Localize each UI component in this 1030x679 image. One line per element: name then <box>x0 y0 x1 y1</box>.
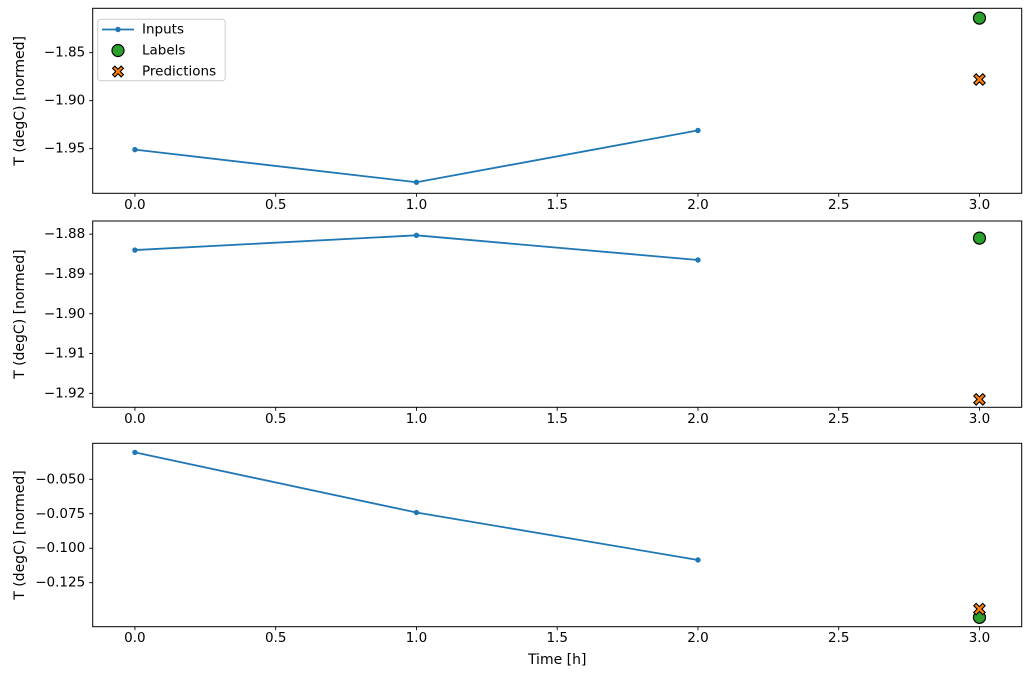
x-tick-label: 2.0 <box>687 197 708 213</box>
x-tick-label: 0.0 <box>124 197 145 213</box>
y-tick-label: −1.88 <box>44 226 85 242</box>
labels-marker <box>972 231 987 245</box>
inputs-marker <box>413 509 420 516</box>
y-tick-label: −1.89 <box>44 266 85 282</box>
x-tick-label: 3.0 <box>969 630 990 646</box>
inputs-marker <box>132 146 138 153</box>
y-tick-label: −1.92 <box>44 385 85 401</box>
legend-label: Inputs <box>142 22 184 38</box>
labels-marker <box>972 11 987 25</box>
x-tick-label: 0.5 <box>265 630 286 646</box>
x-tick-label: 0.0 <box>124 411 145 427</box>
legend-label: Predictions <box>142 64 216 80</box>
y-tick-label: −1.91 <box>44 346 85 362</box>
x-tick-label: 2.5 <box>828 630 849 646</box>
x-tick-label: 1.5 <box>546 411 567 427</box>
predictions-marker <box>972 602 986 616</box>
x-tick-label: 2.0 <box>687 411 708 427</box>
x-tick-label: 1.5 <box>546 197 567 213</box>
x-tick-label: 1.0 <box>406 411 427 427</box>
inputs-marker <box>413 232 420 239</box>
y-tick-label: −0.075 <box>35 506 85 522</box>
subplot-1: 0.0 0.5 1.0 1.5 2.0 2.5 3.0 −1.85 −1.90 −1.95 T (d… <box>12 7 1023 213</box>
subplot-3: 0.0 0.5 1.0 1.5 2.0 2.5 3.0 −0.050 −0.075 −0.100 −… <box>12 442 1023 668</box>
legend-frame <box>97 18 226 82</box>
legend-dot-icon <box>115 26 121 33</box>
x-tick-label: 1.0 <box>406 630 427 646</box>
x-tick-label: 0.5 <box>265 197 286 213</box>
axes-frame <box>92 442 1023 628</box>
y-tick-label: −1.90 <box>44 93 85 109</box>
inputs-marker <box>695 257 701 263</box>
y-axis-label: T (degC) [normed] <box>12 249 28 380</box>
x-tick-label: 2.5 <box>828 411 849 427</box>
legend-x-icon <box>111 65 125 78</box>
legend-label: Labels <box>142 43 185 59</box>
y-tick-label: −1.90 <box>44 306 85 322</box>
predictions-marker <box>972 392 986 406</box>
x-tick-label: 1.5 <box>546 630 567 646</box>
x-tick-label: 3.0 <box>969 197 990 213</box>
y-tick-label: −1.95 <box>44 141 85 157</box>
x-tick-label: 0.0 <box>124 630 145 646</box>
inputs-marker <box>695 557 701 563</box>
y-axis-label: T (degC) [normed] <box>12 36 28 167</box>
x-tick-label: 0.5 <box>265 411 286 427</box>
legend-item-predictions: Predictions <box>111 64 216 80</box>
subplot-2: 0.0 0.5 1.0 1.5 2.0 2.5 3.0 −1.88 −1.89 −1.90 −1.9… <box>12 220 1023 427</box>
inputs-marker <box>413 179 420 185</box>
inputs-marker <box>695 127 701 134</box>
predictions-marker <box>972 73 986 87</box>
axes-frame <box>92 220 1023 408</box>
legend-item-labels: Labels <box>111 43 185 59</box>
y-tick-label: −1.85 <box>44 45 85 61</box>
legend-item-inputs: Inputs <box>102 22 184 38</box>
x-tick-label: 2.0 <box>687 630 708 646</box>
inputs-marker <box>132 449 138 456</box>
y-tick-label: −0.050 <box>35 471 85 487</box>
x-axis-label: Time [h] <box>527 652 587 668</box>
axes-frame <box>92 7 1023 194</box>
y-axis-label: T (degC) [normed] <box>12 470 28 601</box>
legend: Inputs Labels Predictions <box>97 18 226 82</box>
y-tick-label: −0.100 <box>35 540 85 556</box>
legend-circle-icon <box>111 43 125 58</box>
x-tick-label: 3.0 <box>969 411 990 427</box>
inputs-marker <box>132 247 138 253</box>
x-tick-label: 1.0 <box>406 197 427 213</box>
y-tick-label: −0.125 <box>35 575 85 591</box>
x-tick-label: 2.5 <box>828 197 849 213</box>
